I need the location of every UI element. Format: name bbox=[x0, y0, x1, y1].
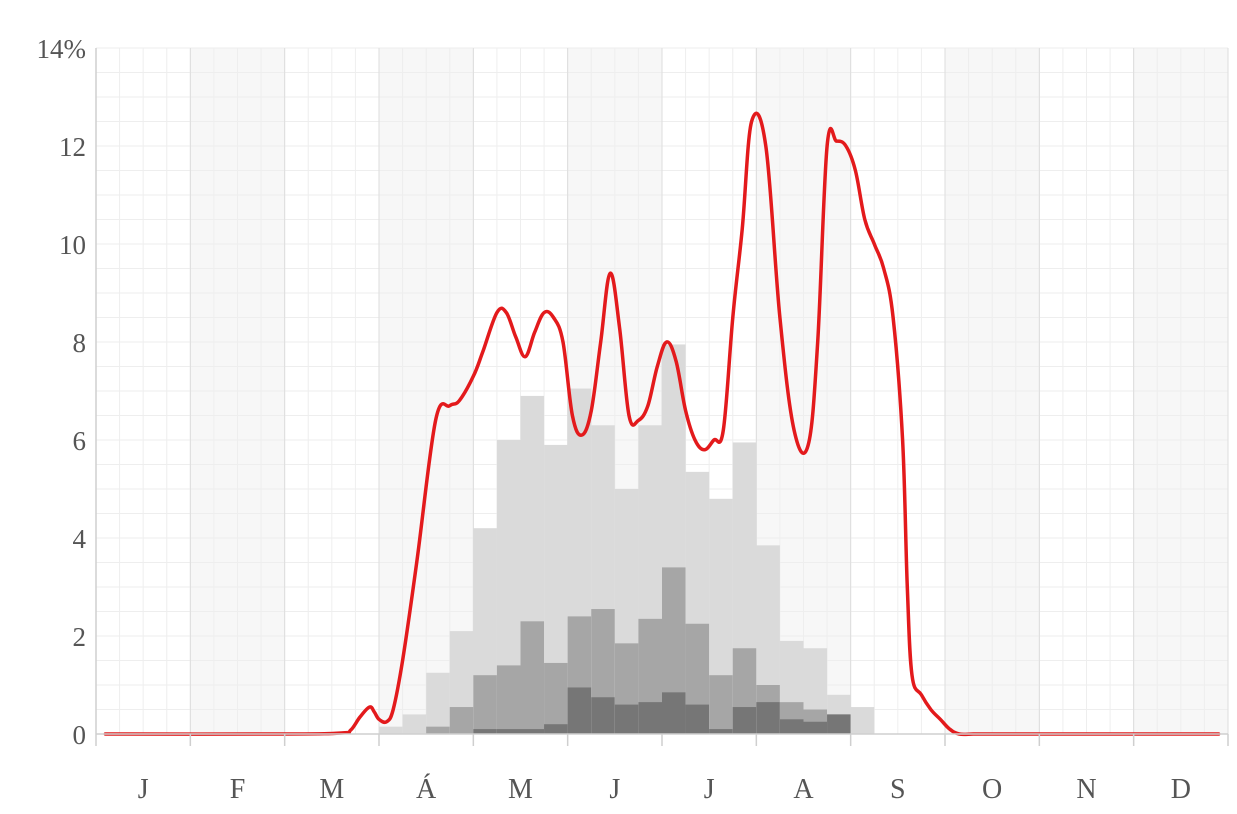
bar-light bbox=[426, 672, 450, 734]
y-tick-label: 12 bbox=[59, 132, 86, 162]
x-tick-label: M bbox=[319, 774, 344, 805]
x-tick-label: D bbox=[1171, 774, 1191, 805]
bar-dark bbox=[756, 702, 780, 734]
y-tick-label: 6 bbox=[73, 426, 87, 456]
bar-dark bbox=[638, 702, 662, 734]
bar-mid bbox=[473, 675, 497, 734]
y-tick-label: 10 bbox=[59, 230, 86, 260]
bar-mid bbox=[709, 675, 733, 734]
bar-dark bbox=[591, 697, 615, 734]
y-tick-label: 2 bbox=[73, 622, 87, 652]
y-tick-label: 14% bbox=[37, 34, 87, 64]
bar-dark bbox=[544, 724, 568, 734]
x-tick-label: O bbox=[982, 774, 1002, 805]
bar-dark bbox=[662, 692, 686, 734]
bar-light bbox=[850, 707, 875, 734]
x-tick-label: J bbox=[704, 774, 715, 805]
x-tick-label: J bbox=[138, 774, 149, 805]
bar-light bbox=[544, 444, 568, 734]
bar-mid bbox=[426, 726, 450, 734]
bar-dark bbox=[803, 721, 828, 734]
y-axis-ticks: 0 2 4 6 8 10 12 14% bbox=[37, 34, 87, 750]
x-tick-label: Á bbox=[416, 774, 437, 805]
bar-dark bbox=[779, 719, 804, 734]
bar-mid bbox=[544, 662, 568, 734]
x-tick-label: N bbox=[1076, 774, 1096, 805]
y-tick-label: 0 bbox=[73, 720, 87, 750]
bar-dark bbox=[473, 729, 497, 734]
x-tick-label: A bbox=[793, 774, 814, 805]
bars bbox=[379, 344, 875, 734]
line-series bbox=[103, 111, 1221, 737]
bar-dark bbox=[709, 729, 733, 734]
bar-dark bbox=[496, 729, 521, 734]
bar-dark bbox=[685, 704, 710, 734]
bar-dark bbox=[827, 714, 851, 734]
x-tick-label: J bbox=[609, 774, 620, 805]
bar-dark bbox=[732, 707, 757, 734]
x-tick-label: S bbox=[890, 774, 906, 805]
bar-mid bbox=[520, 621, 545, 734]
bar-dark bbox=[614, 704, 639, 734]
bar-mid bbox=[449, 707, 474, 734]
x-tick-label: M bbox=[508, 774, 533, 805]
bar-light bbox=[379, 726, 403, 734]
series-line bbox=[103, 111, 1221, 737]
bar-light bbox=[496, 440, 521, 734]
bar-dark bbox=[567, 687, 592, 734]
bar-mid bbox=[496, 665, 521, 734]
bar-dark bbox=[520, 729, 545, 734]
bar-light bbox=[402, 714, 427, 734]
y-tick-label: 4 bbox=[73, 524, 87, 554]
y-tick-label: 8 bbox=[73, 328, 87, 358]
x-tick-label: F bbox=[230, 774, 246, 805]
axes bbox=[95, 48, 1229, 746]
